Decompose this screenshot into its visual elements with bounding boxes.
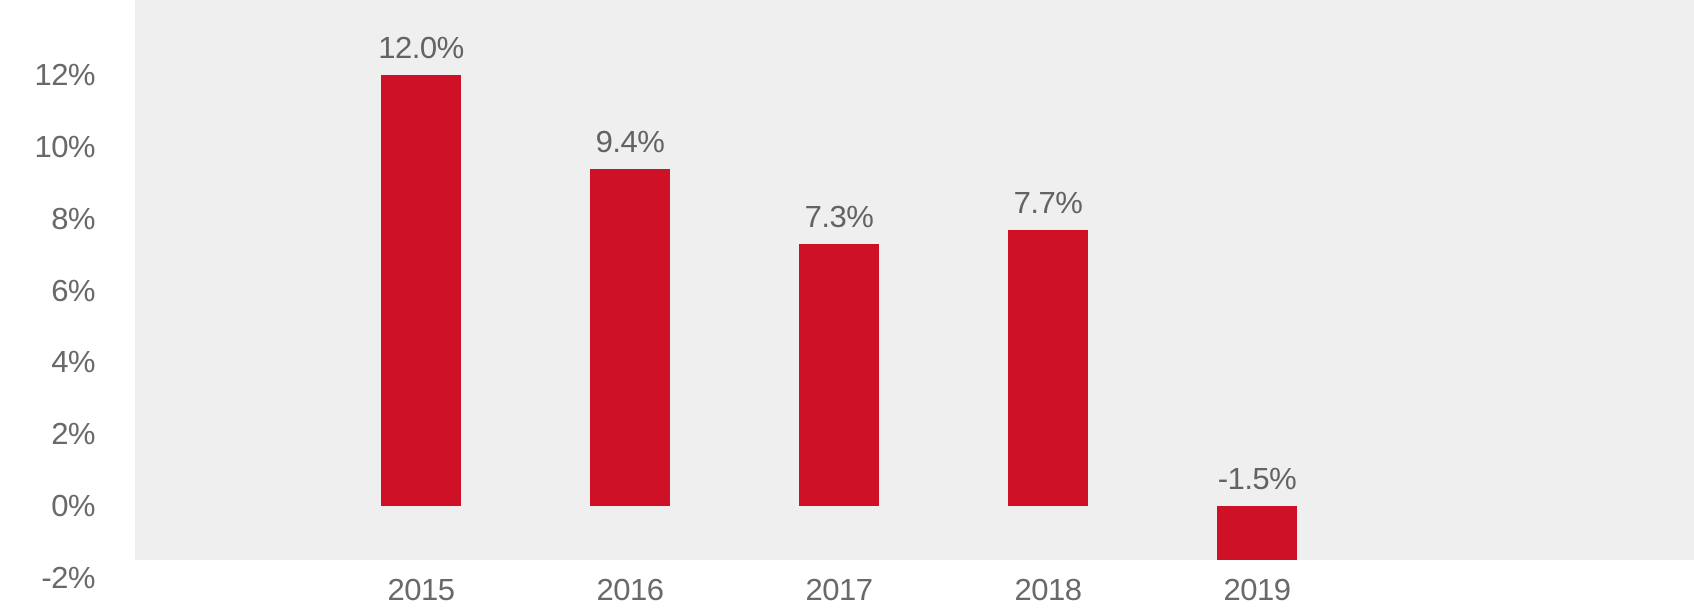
y-axis-tick-label: 2%: [51, 416, 95, 452]
bar-2016: [590, 168, 670, 506]
y-axis-tick-label: 12%: [34, 57, 95, 93]
y-axis-tick-label: 8%: [51, 200, 95, 236]
bar-value-label-2019: -1.5%: [1217, 461, 1297, 496]
y-axis-tick-label: -2%: [41, 559, 95, 595]
bar-value-label-2018: 7.7%: [1013, 184, 1083, 220]
y-axis-tick-label: 0%: [51, 488, 95, 523]
bar-2018: [1008, 229, 1088, 506]
y-axis-tick-label: 4%: [51, 344, 95, 380]
bar-2017: [799, 243, 879, 506]
bar-value-label-2017: 7.3%: [804, 198, 874, 234]
y-axis-tick-label: 6%: [51, 272, 95, 308]
bar-2019: [1217, 506, 1297, 560]
bar-value-label-2016: 9.4%: [595, 123, 665, 159]
x-axis-label-2016: 2016: [596, 572, 664, 607]
bar-2015: [381, 75, 461, 506]
x-axis-label-2018: 2018: [1014, 572, 1082, 607]
x-axis-label-2015: 2015: [387, 572, 455, 607]
y-axis-tick-label: 10%: [34, 129, 95, 164]
x-axis-label-2017: 2017: [805, 572, 873, 607]
x-axis-label-2019: 2019: [1223, 572, 1291, 607]
plot-area: [135, 0, 1694, 560]
bar-value-label-2015: 12.0%: [378, 30, 464, 66]
